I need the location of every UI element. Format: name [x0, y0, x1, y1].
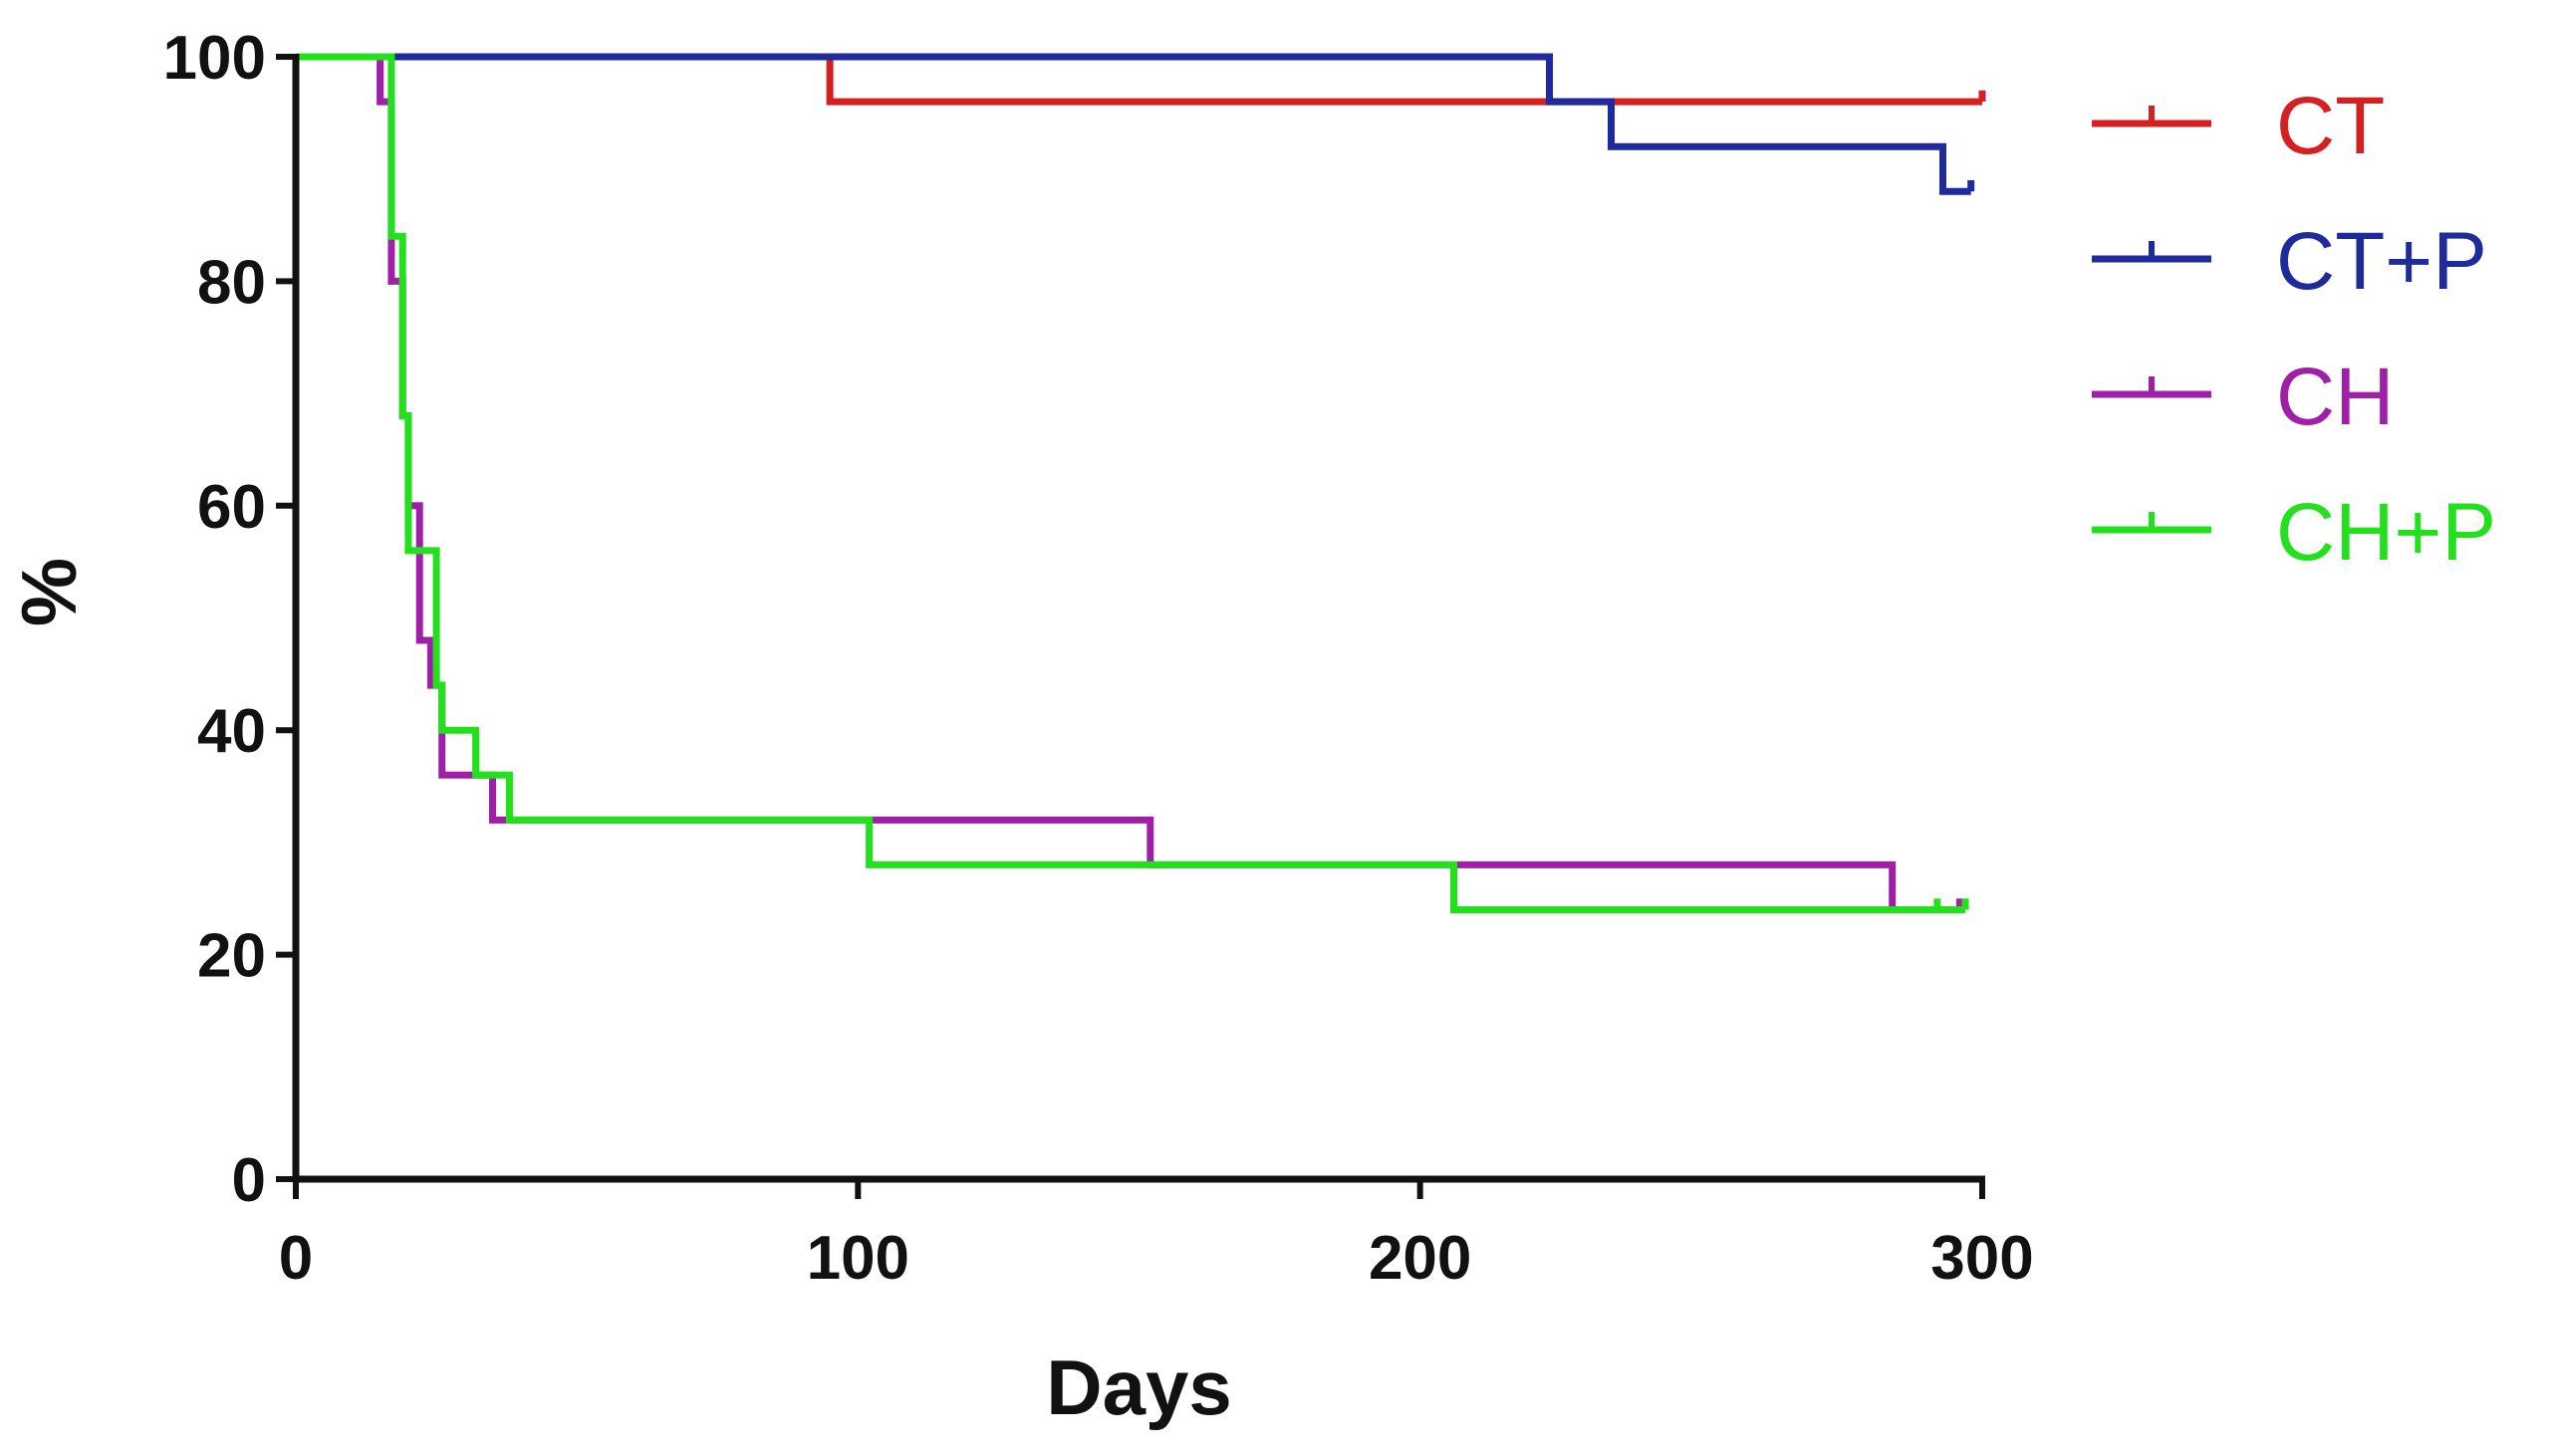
y-tick-label: 40	[197, 697, 266, 766]
y-tick-label: 60	[197, 473, 266, 542]
y-tick-label: 100	[163, 24, 266, 93]
series-line-ch	[296, 53, 1960, 913]
plot-curves	[296, 53, 1986, 913]
x-axis-title: Days	[1046, 1343, 1231, 1431]
x-tick-label: 200	[1369, 1224, 1471, 1293]
y-tick-label: 80	[197, 248, 266, 317]
series-line-ct-plus-p	[296, 53, 1971, 195]
y-axis-title: %	[5, 558, 93, 626]
legend-label-ch-plus-p: CH+P	[2276, 487, 2496, 578]
x-tick-label: 300	[1930, 1224, 2033, 1293]
legend-label-ct-plus-p: CT+P	[2276, 216, 2487, 307]
legend: CT CT+P CH CH+P	[2092, 81, 2496, 578]
y-tick-label: 0	[232, 1146, 266, 1215]
axes	[292, 54, 1985, 1183]
legend-label-ch: CH	[2276, 352, 2394, 442]
x-tick-label: 100	[807, 1224, 909, 1293]
axis-ticks: 0 20 40 60 80 100 0 100 200 300	[163, 24, 2034, 1293]
x-tick-label: 0	[279, 1224, 313, 1293]
legend-label-ct: CT	[2276, 81, 2385, 171]
y-tick-label: 20	[197, 922, 266, 991]
series-line-ct	[296, 53, 1982, 106]
series-line-ch-plus-p	[296, 53, 1966, 913]
